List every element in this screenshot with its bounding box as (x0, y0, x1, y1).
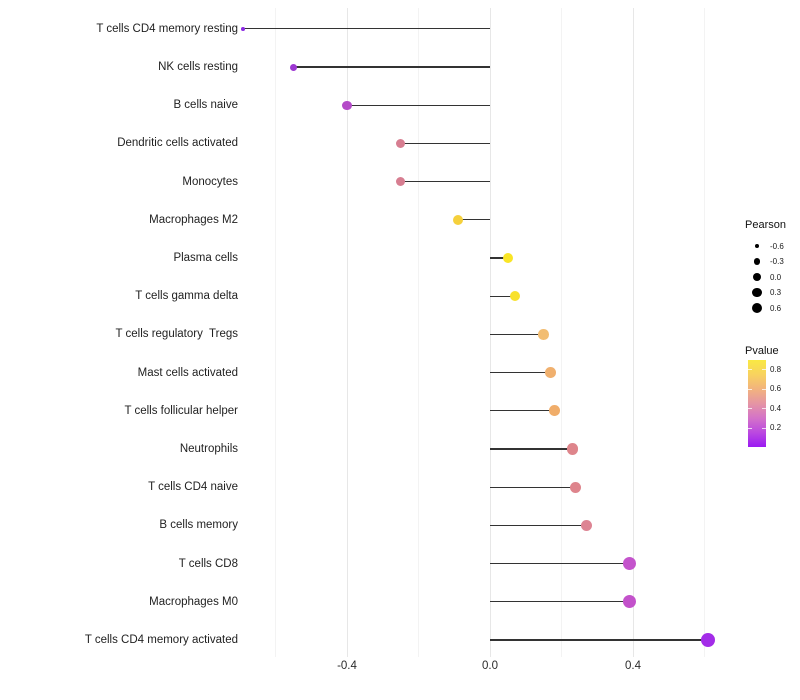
pvalue-bar-tick (748, 388, 752, 390)
lollipop-stem (293, 66, 490, 68)
lollipop-stem (490, 371, 551, 374)
gridline-major (632, 8, 634, 657)
gridline-major (489, 8, 491, 657)
y-axis-label: Plasma cells (173, 252, 238, 264)
x-axis-tick-label: 0.4 (625, 660, 641, 672)
lollipop-stem (243, 28, 490, 30)
legend-size-dot (752, 272, 762, 282)
legend-size-dot (753, 258, 761, 265)
y-axis-label: T cells CD4 naive (148, 481, 238, 494)
lollipop-dot (241, 26, 246, 31)
legend-size-dot (754, 243, 760, 249)
y-axis-label: T cells regulatory Tregs (115, 328, 238, 341)
y-axis-label: T cells CD4 memory resting (96, 22, 238, 35)
legend-pvalue-label: 0.2 (770, 423, 782, 432)
lollipop-dot (452, 214, 463, 225)
y-axis-label: T cells follicular helper (124, 404, 238, 417)
lollipop-dot (395, 138, 406, 149)
color-legend-title: Pvalue (745, 345, 779, 357)
pvalue-gradient-bar (748, 360, 766, 447)
y-axis-label: T cells gamma delta (135, 290, 238, 303)
lollipop-dot (538, 329, 549, 340)
gridline-minor (561, 8, 562, 657)
y-axis-label: Mast cells activated (137, 366, 238, 379)
lollipop-stem (490, 486, 576, 488)
lollipop-dot (545, 367, 557, 378)
gridline-minor (418, 8, 419, 657)
lollipop-dot (622, 557, 636, 571)
lollipop-stem (457, 219, 490, 221)
y-axis-label: Macrophages M0 (149, 595, 238, 608)
lollipop-stem (400, 180, 490, 183)
legend-size-label: 0.6 (770, 303, 782, 313)
pvalue-bar-tick (748, 408, 752, 409)
lollipop-stem (400, 142, 490, 145)
y-axis-label: T cells CD8 (178, 557, 238, 570)
lollipop-stem (490, 448, 573, 450)
y-axis-label: Monocytes (182, 175, 238, 188)
y-axis-label: NK cells resting (158, 61, 238, 73)
lollipop-stem (490, 562, 630, 565)
pvalue-bar-tick (762, 388, 766, 390)
lollipop-stem (490, 601, 630, 603)
lollipop-stem (490, 639, 709, 641)
size-legend-title: Pearson (745, 219, 786, 231)
lollipop-stem (490, 524, 587, 527)
lollipop-stem (490, 410, 555, 412)
gridline-minor (275, 8, 276, 657)
lollipop-dot (570, 481, 582, 493)
legend-size-label: -0.6 (770, 241, 784, 251)
lollipop-dot (342, 100, 352, 110)
lollipop-dot (502, 252, 513, 264)
pvalue-bar-tick (748, 427, 752, 429)
y-axis-label: B cells memory (159, 519, 238, 532)
pvalue-bar-tick (762, 369, 766, 370)
y-axis-label: Macrophages M2 (149, 213, 238, 226)
y-axis-label: Dendritic cells activated (117, 137, 238, 150)
lollipop-dot (622, 595, 636, 609)
pvalue-bar-tick (762, 427, 766, 429)
y-axis-label: B cells naive (173, 99, 238, 112)
pvalue-bar-tick (748, 369, 752, 370)
lollipop-stem (347, 104, 490, 106)
lollipop-stem (490, 333, 544, 336)
legend-size-label: 0.0 (770, 272, 782, 282)
lollipop-dot (509, 291, 521, 302)
lollipop-dot (580, 519, 593, 532)
lollipop-dot (548, 405, 560, 417)
gridline-minor (704, 8, 705, 657)
legend-size-dot (752, 287, 762, 298)
legend-pvalue-label: 0.4 (770, 403, 782, 413)
legend-size-label: -0.3 (770, 257, 784, 266)
lollipop-stem (490, 257, 508, 259)
x-axis-tick-label: -0.4 (337, 660, 357, 672)
legend-size-label: 0.3 (770, 288, 782, 297)
legend-size-dot (751, 302, 763, 314)
lollipop-dot (566, 443, 578, 455)
y-axis-label: Neutrophils (179, 443, 238, 455)
gridline-major (346, 8, 348, 657)
pvalue-bar-tick (762, 408, 766, 409)
legend-pvalue-label: 0.8 (770, 364, 782, 374)
x-axis-tick-label: 0.0 (482, 660, 498, 672)
lollipop-dot (395, 176, 406, 187)
lollipop-dot (289, 63, 297, 71)
lollipop-dot (700, 632, 716, 648)
legend-pvalue-label: 0.6 (770, 384, 782, 393)
lollipop-stem (490, 295, 516, 297)
y-axis-label: T cells CD4 memory activated (84, 634, 238, 646)
